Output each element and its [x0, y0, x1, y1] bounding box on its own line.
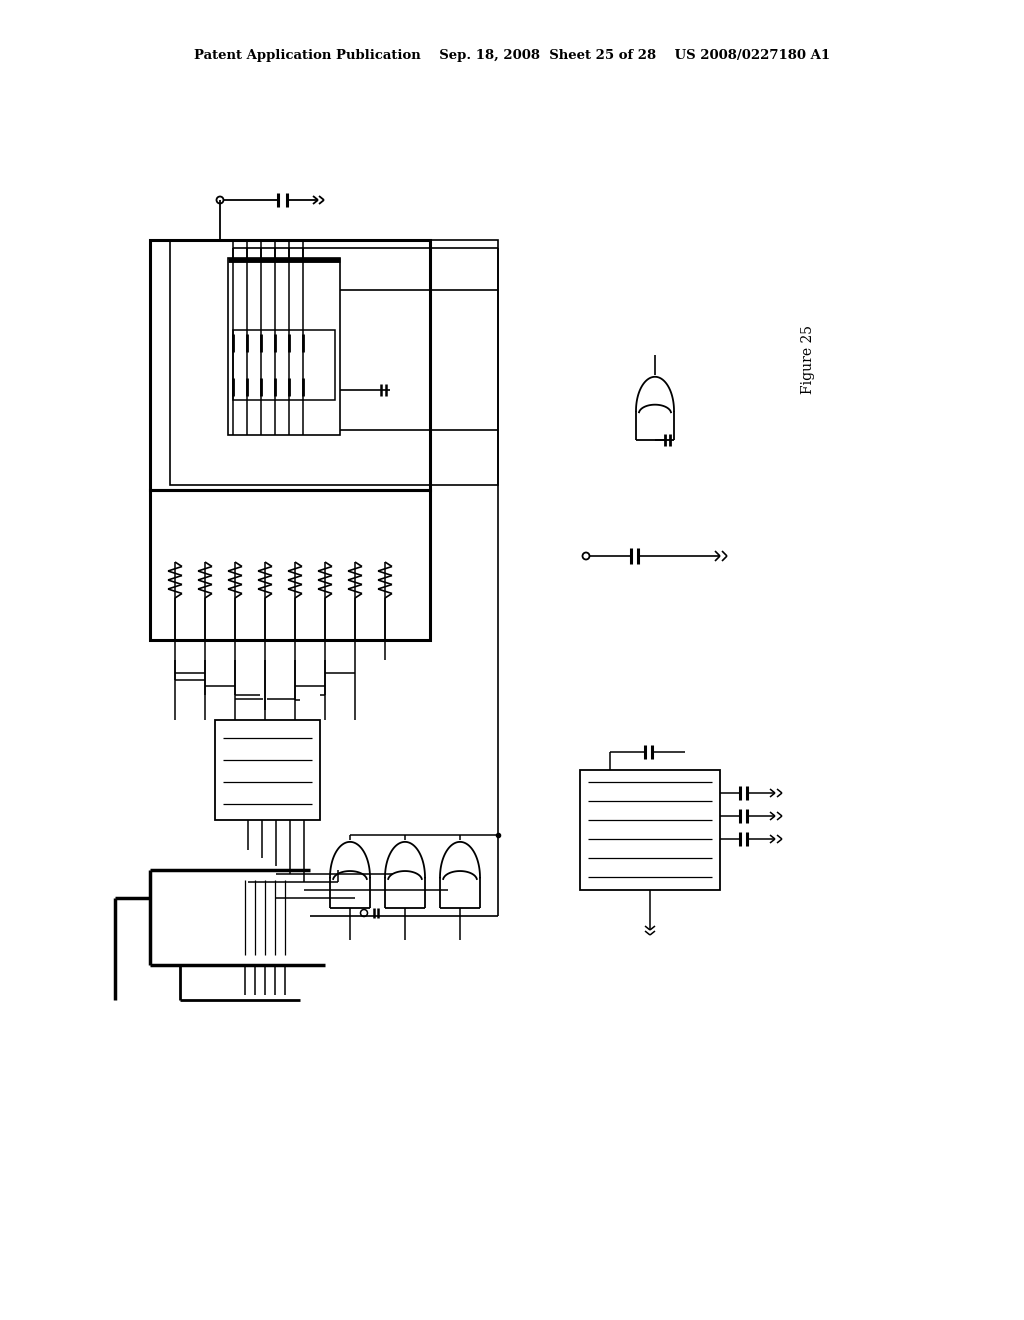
Bar — [150, 240, 430, 490]
Bar — [233, 330, 335, 400]
Text: Patent Application Publication    Sep. 18, 2008  Sheet 25 of 28    US 2008/02271: Patent Application Publication Sep. 18, … — [194, 49, 830, 62]
Text: Figure 25: Figure 25 — [801, 326, 815, 395]
Bar — [215, 719, 319, 820]
Bar — [150, 490, 430, 640]
Bar — [170, 240, 498, 484]
Bar — [228, 257, 340, 436]
Bar — [580, 770, 720, 890]
